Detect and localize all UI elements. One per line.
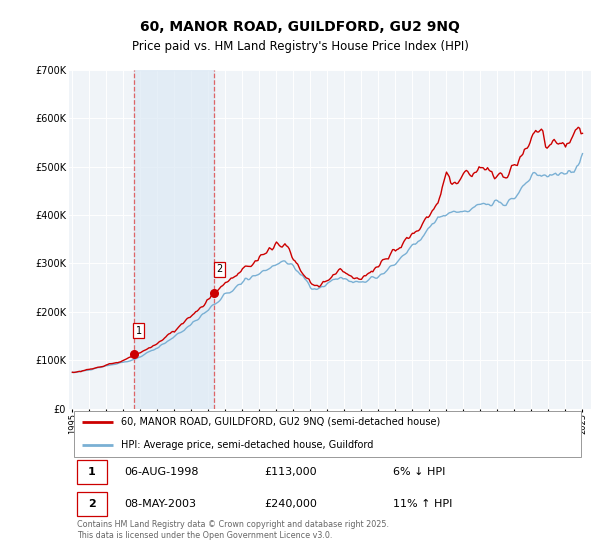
Text: 1: 1 [136,325,142,335]
Text: Price paid vs. HM Land Registry's House Price Index (HPI): Price paid vs. HM Land Registry's House … [131,40,469,53]
Text: 08-MAY-2003: 08-MAY-2003 [124,499,196,509]
Text: 2: 2 [217,264,223,274]
FancyBboxPatch shape [74,410,581,457]
Text: 11% ↑ HPI: 11% ↑ HPI [392,499,452,509]
Text: 1: 1 [88,467,96,477]
Text: 06-AUG-1998: 06-AUG-1998 [124,467,199,477]
Text: 6% ↓ HPI: 6% ↓ HPI [392,467,445,477]
Text: 2: 2 [88,499,96,509]
Bar [134,70,214,409]
Text: HPI: Average price, semi-detached house, Guildford: HPI: Average price, semi-detached house,… [121,440,374,450]
Text: Contains HM Land Registry data © Crown copyright and database right 2025.
This d: Contains HM Land Registry data © Crown c… [77,520,389,540]
FancyBboxPatch shape [77,492,107,516]
FancyBboxPatch shape [77,460,107,484]
Text: £240,000: £240,000 [265,499,317,509]
Text: 60, MANOR ROAD, GUILDFORD, GU2 9NQ: 60, MANOR ROAD, GUILDFORD, GU2 9NQ [140,20,460,34]
Text: £113,000: £113,000 [265,467,317,477]
Text: 60, MANOR ROAD, GUILDFORD, GU2 9NQ (semi-detached house): 60, MANOR ROAD, GUILDFORD, GU2 9NQ (semi… [121,417,440,427]
